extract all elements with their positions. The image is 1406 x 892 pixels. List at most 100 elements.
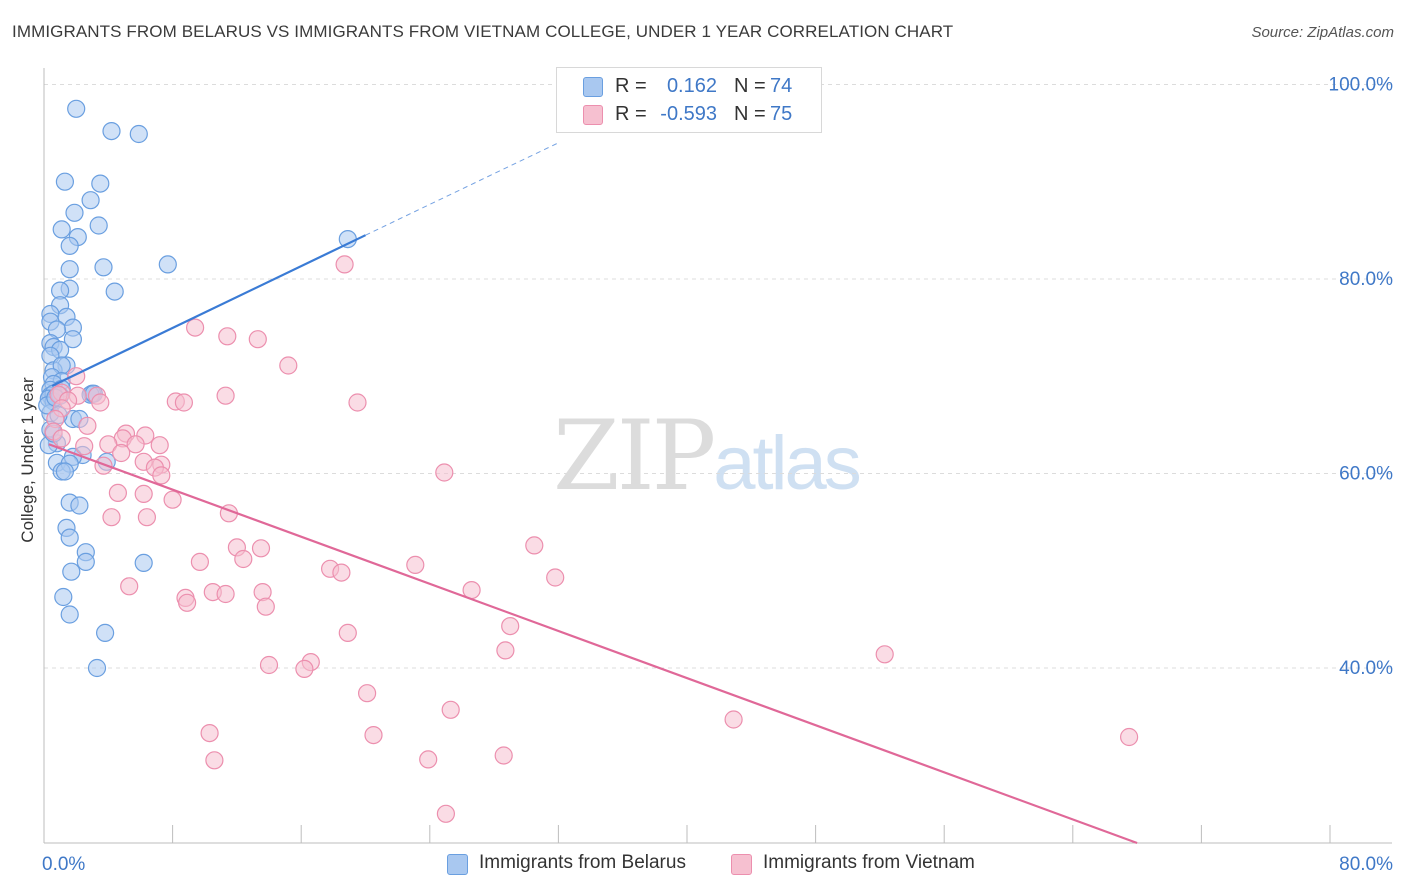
y-axis-label: College, Under 1 year [18,377,37,543]
point-vietnam [152,466,171,485]
point-belarus [76,552,95,572]
point-belarus [89,216,108,235]
point-belarus [55,462,75,481]
point-vietnam [94,456,113,475]
point-vietnam [234,549,253,569]
point-belarus [60,528,79,547]
axis-layer [43,68,1392,844]
point-vietnam [436,804,455,823]
legend-swatch-belarus [447,854,468,875]
r-label: R = [615,75,647,97]
point-vietnam [150,436,169,455]
point-vietnam [91,393,110,412]
point-belarus [95,623,115,643]
point-vietnam [134,484,153,503]
point-vietnam [218,327,237,346]
point-vietnam [102,508,121,527]
point-belarus [62,562,81,581]
point-vietnam [419,750,438,769]
point-vietnam [200,723,219,743]
n-value: 74 [770,75,793,97]
point-vietnam [178,593,197,612]
point-vietnam [251,539,271,558]
point-belarus [55,172,75,191]
n-label: N = [734,103,766,125]
label-layer: 100.0% 80.0% 60.0% 40.0% 0.0% 80.0% College, U… [18,74,1393,875]
point-belarus [63,330,83,349]
point-vietnam [546,568,565,587]
legend-swatch-vietnam [731,854,752,875]
legend-label-belarus: Immigrants from Belarus [479,852,686,873]
point-vietnam [163,490,182,509]
stats-legend-row-vietnam: R = -0.593 N = 75 [557,100,821,128]
point-vietnam [435,463,454,482]
watermark-zip: ZIP [553,400,716,512]
point-belarus [94,258,113,277]
trendline-belarus-extension [365,142,559,236]
point-vietnam [1119,727,1139,747]
point-vietnam [120,577,139,596]
point-belarus [52,220,71,239]
legend-swatch-belarus [583,77,603,97]
point-vietnam [52,429,71,448]
point-vietnam [259,655,279,675]
x-tick-label: 0.0% [42,854,85,875]
y-tick-label: 40.0% [1339,658,1393,679]
point-vietnam [126,435,145,454]
point-vietnam [441,700,460,719]
point-vietnam [190,552,209,572]
point-belarus [60,236,79,255]
n-value: 75 [770,103,793,125]
source-label: Source: ZipAtlas.com [1251,24,1394,41]
point-belarus [60,605,79,624]
watermark-atlas: atlas [713,421,862,506]
points-layer [38,99,1139,823]
legend-swatch-vietnam [583,105,603,125]
point-vietnam [248,330,267,349]
point-belarus [102,122,121,141]
point-vietnam [205,751,224,770]
stats-legend-row-belarus: R = 0.162 N = 74 [557,72,821,100]
point-belarus [338,230,357,249]
point-belarus [87,658,107,678]
point-belarus [70,496,89,515]
legend-label-vietnam: Immigrants from Vietnam [763,852,975,873]
point-belarus [158,255,177,274]
watermark: ZIPatlas [553,400,862,512]
point-vietnam [112,443,131,463]
grid-layer [44,83,1392,669]
x-tick-label: 80.0% [1339,854,1393,875]
point-belarus [60,260,79,279]
point-vietnam [406,555,425,575]
stats-legend: R = 0.162 N = 74 R = -0.593 N = 75 [556,67,822,133]
point-vietnam [348,393,367,412]
point-vietnam [501,616,520,636]
point-vietnam [99,435,118,454]
point-belarus [54,587,73,607]
point-belarus [129,124,148,144]
point-vietnam [137,508,156,527]
point-vietnam [108,483,128,502]
trend-layer [48,142,1138,845]
point-belarus [67,99,86,118]
trendline-belarus [51,234,366,387]
point-vietnam [279,356,298,375]
point-belarus [81,191,100,210]
point-vietnam [78,416,97,435]
point-vietnam [335,255,354,274]
point-vietnam [256,597,275,616]
point-vietnam [724,710,743,729]
chart-title: IMMIGRANTS FROM BELARUS VS IMMIGRANTS FR… [12,22,954,41]
y-tick-label: 80.0% [1339,269,1393,290]
series-legend: Immigrants from Belarus Immigrants from … [0,852,1406,878]
point-belarus [91,174,110,193]
point-vietnam [174,393,193,412]
point-belarus [134,553,153,573]
n-label: N = [734,75,766,97]
point-vietnam [875,645,894,664]
point-vietnam [358,684,377,703]
y-tick-label: 60.0% [1339,463,1393,484]
point-vietnam [75,437,94,456]
y-tick-label: 100.0% [1329,74,1394,95]
point-belarus [65,203,84,222]
